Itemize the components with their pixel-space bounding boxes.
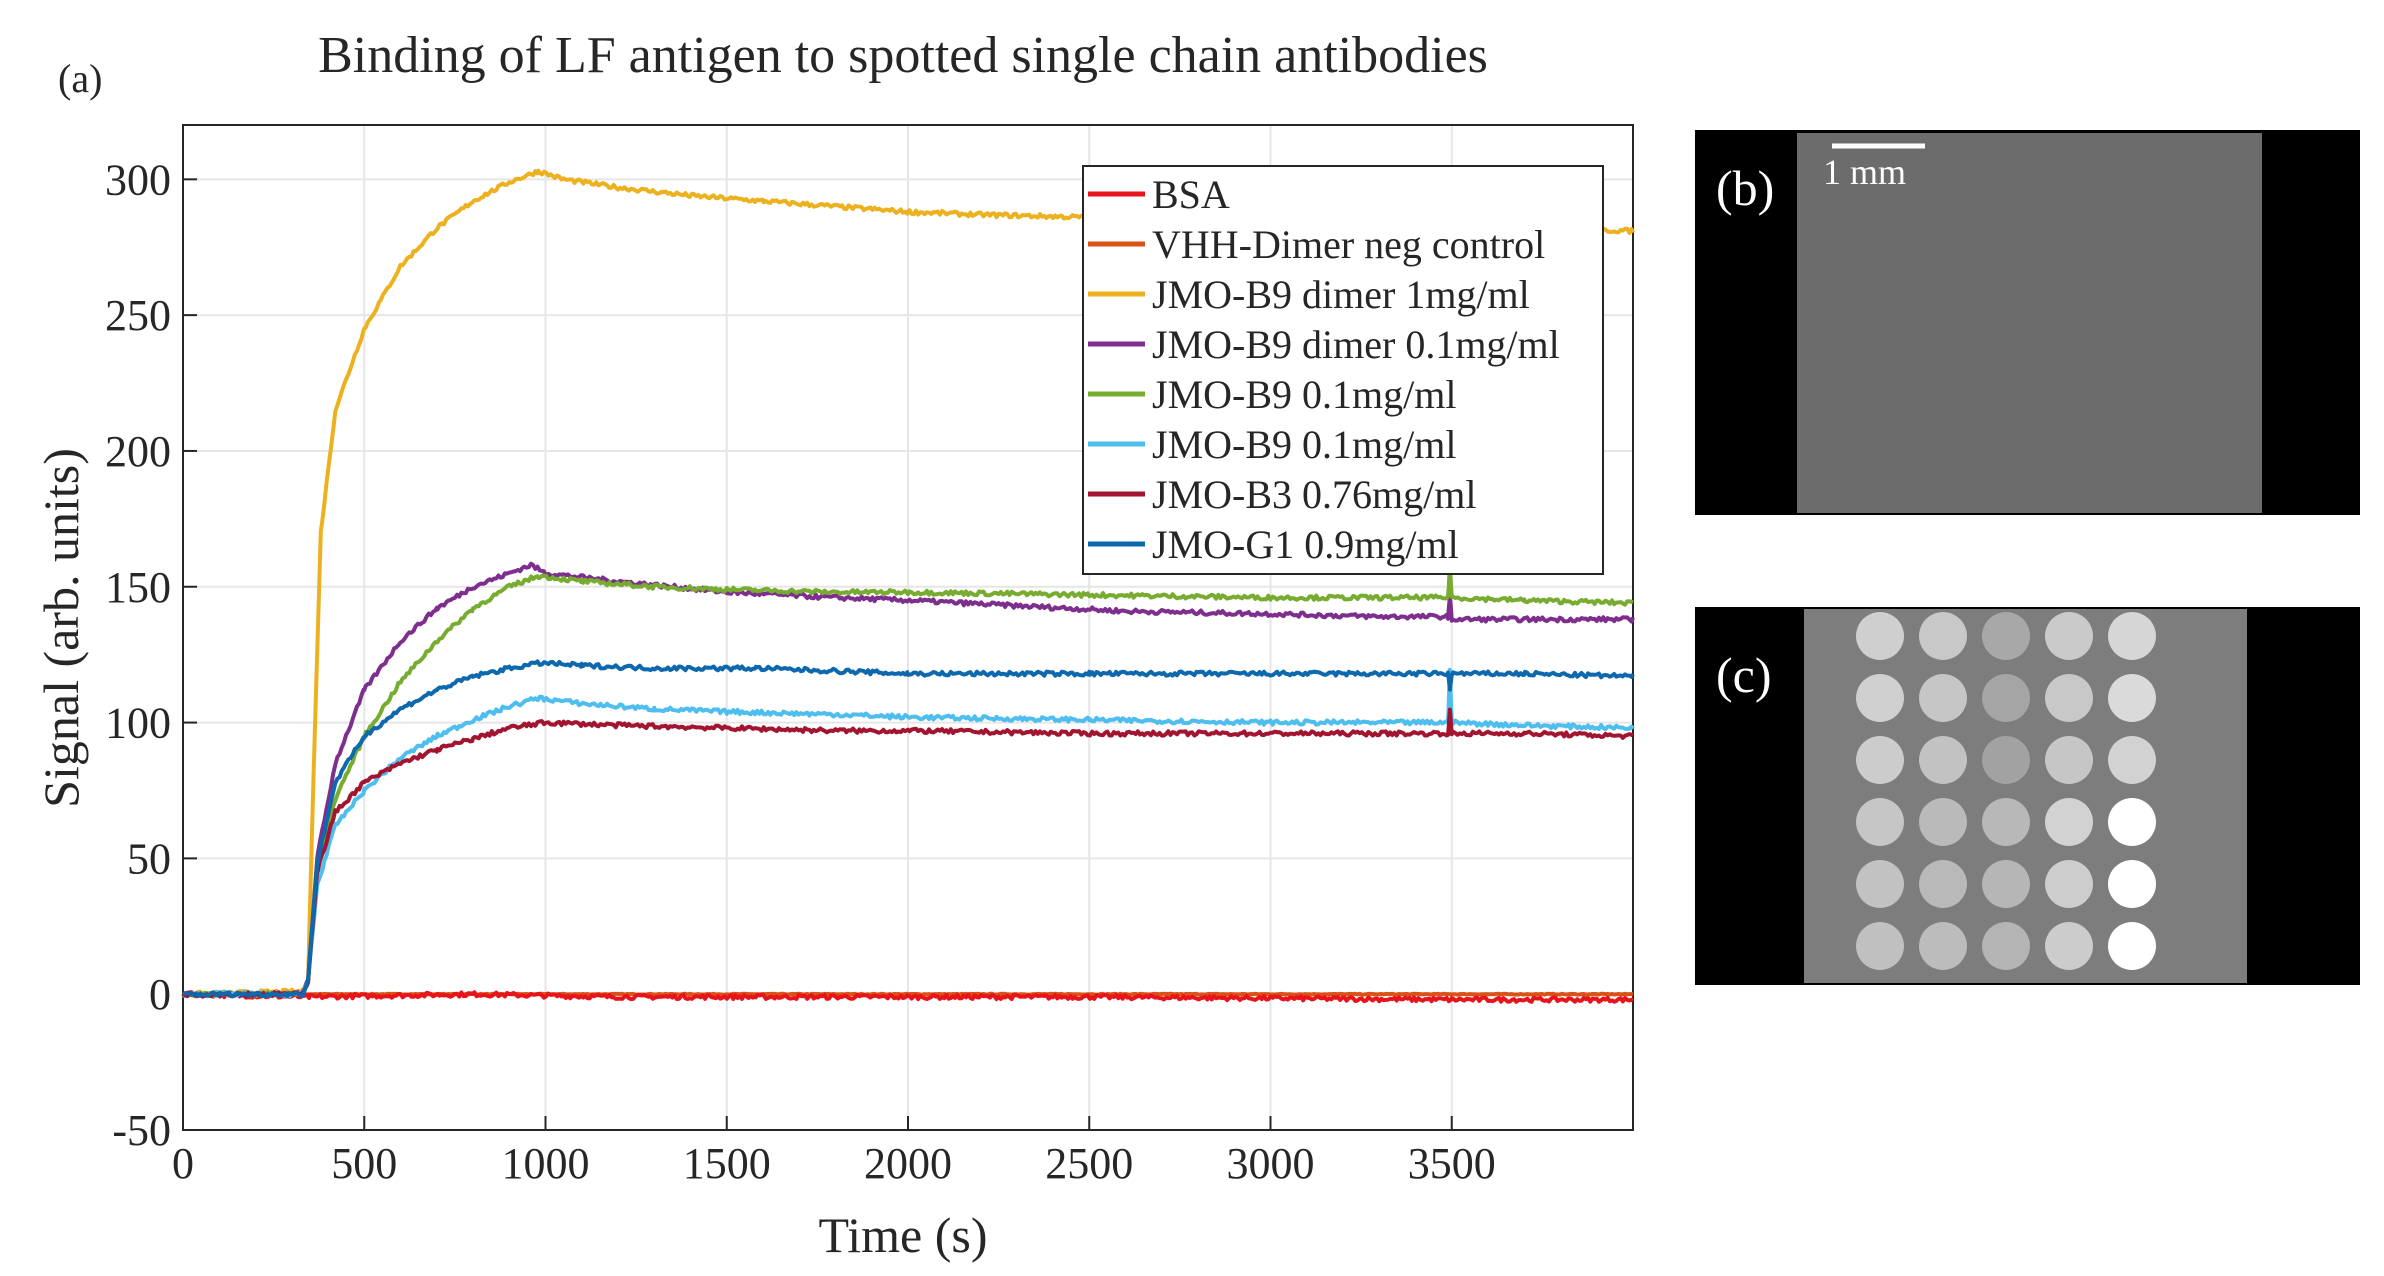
y-tick-label: 300 [105, 155, 171, 204]
y-axis-label: Signal (arb. units) [33, 448, 89, 808]
spot [1982, 674, 2030, 722]
y-ticks: -50 0 50 100 150 200 250 300 [105, 155, 197, 1155]
x-tick-label: 2000 [864, 1139, 952, 1188]
series-line [182, 561, 1635, 999]
spot [1919, 798, 1967, 846]
legend-entry: JMO-B9 0.1mg/ml [1152, 422, 1456, 467]
scale-bar-label: 1 mm [1823, 152, 1906, 192]
spot [2045, 860, 2093, 908]
spot [2045, 922, 2093, 970]
legend-items: BSA VHH-Dimer neg control JMO-B9 dimer 1mg… [1088, 172, 1560, 567]
spot [1919, 736, 1967, 784]
panel-c-label: (c) [1716, 647, 1772, 703]
y-tick-label: 50 [127, 834, 171, 883]
panel-b-label: (b) [1716, 160, 1774, 216]
series-lines [181, 168, 1635, 1004]
legend-entry: JMO-B3 0.76mg/ml [1152, 472, 1476, 517]
spot [2108, 736, 2156, 784]
x-tick-label: 3000 [1227, 1139, 1315, 1188]
x-ticks: 0 500 1000 1500 2000 2500 3000 3500 [172, 1116, 1496, 1188]
panel-a-label: (a) [58, 56, 102, 101]
y-tick-label: 0 [149, 970, 171, 1019]
spot [1982, 612, 2030, 660]
spot [2045, 674, 2093, 722]
spot [1982, 922, 2030, 970]
spot [1919, 860, 1967, 908]
panel-c-chip-region [1804, 609, 2247, 983]
legend-entry: JMO-B9 dimer 0.1mg/ml [1152, 322, 1560, 367]
series-line [182, 659, 1635, 999]
x-axis-label: Time (s) [818, 1207, 987, 1263]
spot [2108, 922, 2156, 970]
spot [1856, 736, 1904, 784]
spot [2045, 798, 2093, 846]
legend: BSA VHH-Dimer neg control JMO-B9 dimer 1mg… [1082, 165, 1604, 575]
x-tick-label: 2500 [1045, 1139, 1133, 1188]
spot [1982, 798, 2030, 846]
y-tick-label: 100 [105, 699, 171, 748]
series-line [182, 667, 1635, 999]
x-tick-label: 1500 [683, 1139, 771, 1188]
panel-b-chip-region [1797, 133, 2262, 513]
spot [2108, 674, 2156, 722]
x-tick-label: 1000 [502, 1139, 590, 1188]
spot [1919, 612, 1967, 660]
x-tick-label: 0 [172, 1139, 194, 1188]
series-line [181, 707, 1634, 999]
series-line [183, 990, 1634, 1004]
legend-entry: JMO-B9 dimer 1mg/ml [1152, 272, 1530, 317]
panel-c-image: (c) [1695, 607, 2360, 985]
y-tick-label: 150 [105, 563, 171, 612]
x-tick-label: 3500 [1408, 1139, 1496, 1188]
spot [1919, 922, 1967, 970]
spot [1919, 674, 1967, 722]
spot-array [1856, 612, 2156, 970]
spot [1856, 922, 1904, 970]
legend-entry: BSA [1152, 172, 1230, 217]
legend-entry: JMO-B9 0.1mg/ml [1152, 372, 1456, 417]
y-tick-label: 250 [105, 291, 171, 340]
spot [1982, 860, 2030, 908]
spot [1856, 612, 1904, 660]
legend-entry: JMO-G1 0.9mg/ml [1152, 522, 1459, 567]
spot [2045, 612, 2093, 660]
spot [1982, 736, 2030, 784]
spot [1856, 674, 1904, 722]
spot [2108, 860, 2156, 908]
spot [2045, 736, 2093, 784]
chart-title: Binding of LF antigen to spotted single … [318, 27, 1488, 84]
spot [1856, 798, 1904, 846]
y-tick-label: 200 [105, 427, 171, 476]
spot [2108, 612, 2156, 660]
panel-b-image: 1 mm (b) [1695, 130, 2360, 515]
legend-box [1082, 165, 1604, 575]
y-tick-label: -50 [112, 1106, 171, 1155]
series-line [181, 562, 1634, 999]
legend-entry: VHH-Dimer neg control [1152, 222, 1545, 267]
spot [1856, 860, 1904, 908]
x-tick-label: 500 [331, 1139, 397, 1188]
spot [2108, 798, 2156, 846]
